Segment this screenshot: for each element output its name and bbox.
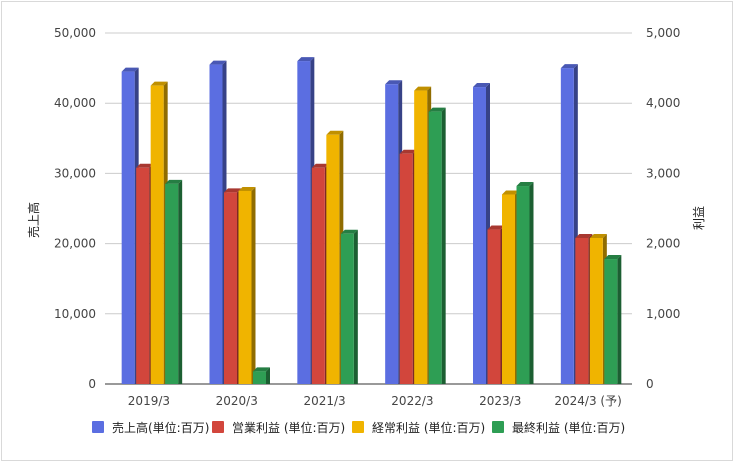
- bar: [165, 179, 183, 384]
- right-tick-label: 2,000: [646, 237, 680, 251]
- left-tick-label: 20,000: [54, 237, 96, 251]
- right-tick-label: 0: [646, 377, 654, 391]
- bar: [385, 80, 403, 384]
- bar: [428, 107, 446, 385]
- bar: [297, 57, 315, 385]
- bar: [399, 149, 417, 384]
- legend-label: 売上高(単位:百万): [112, 420, 209, 435]
- bar: [326, 130, 344, 384]
- category-label: 2019/3: [128, 394, 170, 408]
- category-label: 2024/3 (予): [554, 394, 621, 408]
- legend-swatch: [92, 421, 104, 433]
- legend-label: 最終利益 (単位:百万): [512, 420, 625, 435]
- bar: [589, 233, 607, 384]
- left-tick-label: 10,000: [54, 307, 96, 321]
- bar: [340, 229, 358, 384]
- bar: [414, 86, 432, 385]
- right-axis-ticks: 0 1,000 2,000 3,000 4,000 5,000: [646, 26, 680, 391]
- legend-label: 営業利益 (単位:百万): [232, 420, 345, 435]
- right-tick-label: 5,000: [646, 26, 680, 40]
- bar: [560, 64, 578, 384]
- gridlines: [105, 32, 632, 385]
- right-tick-label: 4,000: [646, 96, 680, 110]
- left-axis-title: 売上高: [26, 202, 41, 238]
- legend-item: 営業利益 (単位:百万): [212, 420, 345, 435]
- legend-swatch: [492, 421, 504, 433]
- bar: [311, 163, 329, 384]
- bar: [502, 190, 519, 384]
- left-axis-ticks: 0 10,000 20,000 30,000 40,000 50,000: [54, 26, 96, 391]
- bar: [487, 225, 505, 384]
- legend-item: 最終利益 (単位:百万): [492, 420, 625, 435]
- bar: [516, 182, 534, 384]
- left-tick-label: 0: [88, 377, 96, 391]
- category-label: 2020/3: [216, 394, 258, 408]
- bar: [209, 60, 227, 385]
- right-tick-label: 1,000: [646, 307, 680, 321]
- bar: [604, 255, 622, 384]
- legend-item: 売上高(単位:百万): [92, 420, 209, 435]
- legend-item: 経常利益 (単位:百万): [352, 420, 485, 435]
- bar: [136, 163, 154, 384]
- left-tick-label: 50,000: [54, 26, 96, 40]
- legend: 売上高(単位:百万) 営業利益 (単位:百万) 経常利益 (単位:百万) 最終利益 (…: [92, 420, 625, 435]
- category-labels: 2019/3 2020/3 2021/3 2022/3 2023/3 2024/3 (予): [128, 394, 622, 408]
- bar: [253, 367, 270, 384]
- bar: [121, 67, 139, 385]
- legend-swatch: [352, 421, 364, 433]
- category-label: 2021/3: [303, 394, 345, 408]
- bar: [473, 83, 490, 384]
- category-label: 2023/3: [479, 394, 521, 408]
- bar: [224, 188, 241, 384]
- category-label: 2022/3: [391, 394, 433, 408]
- bar: [238, 186, 256, 384]
- left-tick-label: 40,000: [54, 96, 96, 110]
- legend-swatch: [212, 421, 224, 433]
- right-axis-title: 利益: [692, 206, 706, 230]
- left-tick-label: 30,000: [54, 166, 96, 180]
- bar: [150, 81, 168, 385]
- bar: [575, 233, 593, 384]
- legend-label: 経常利益 (単位:百万): [372, 420, 485, 435]
- bars: [121, 57, 622, 385]
- right-tick-label: 3,000: [646, 166, 680, 180]
